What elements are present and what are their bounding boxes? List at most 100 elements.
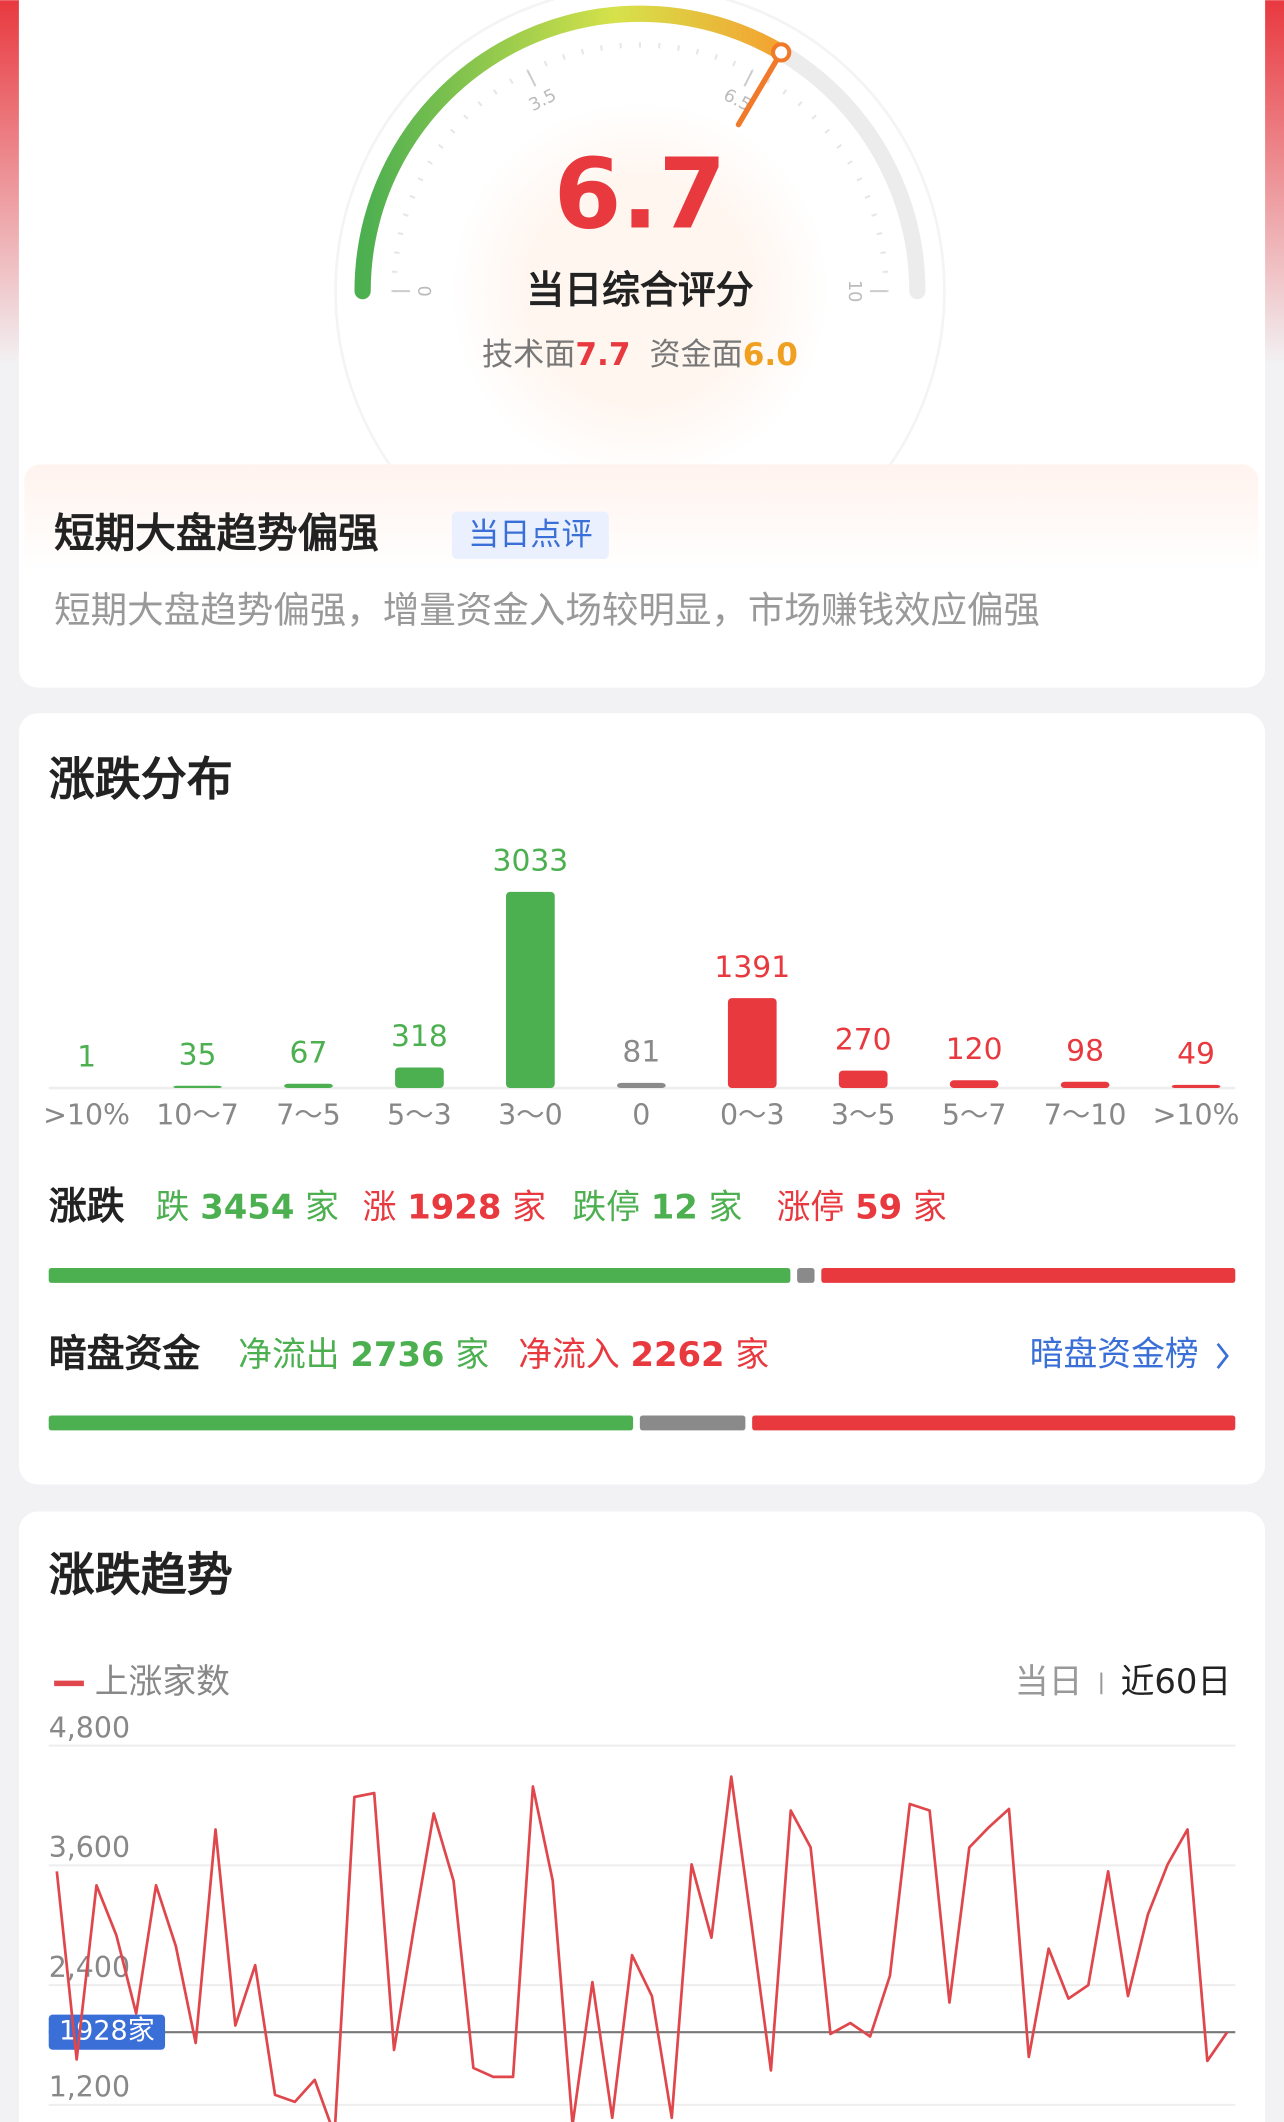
bar (1060, 1081, 1110, 1089)
trend-card (18, 1511, 1266, 2122)
bar (284, 1083, 333, 1089)
ratio-segment (821, 1268, 1236, 1283)
gauge-dot (847, 160, 853, 165)
gauge-dot (393, 251, 400, 255)
bar-value: 270 (835, 1022, 892, 1057)
x-tick-label: 7～10 (1044, 1098, 1127, 1131)
bar-value: 35 (179, 1038, 217, 1073)
bar-value: 1391 (714, 950, 790, 985)
stat-item: 涨停 59 家 (777, 1187, 947, 1226)
gauge-marker (771, 42, 792, 63)
dark-pool-link[interactable]: 暗盘资金榜 (1030, 1334, 1199, 1373)
x-tick-label: 7～5 (276, 1098, 341, 1131)
stat-value: 1928 (407, 1187, 501, 1226)
row-label: 涨跌 (49, 1184, 125, 1228)
chart-title: 涨跌分布 (49, 752, 233, 806)
score-title: 当日综合评分 (526, 268, 753, 312)
side-decor (0, 0, 19, 366)
gauge-dot (880, 251, 887, 255)
bar (616, 1082, 666, 1089)
review-text: 短期大盘趋势偏强，增量资金入场较明显，市场赚钱效应偏强 (54, 588, 1040, 631)
review-title: 短期大盘趋势偏强 (54, 509, 379, 557)
gauge-dot (427, 160, 433, 165)
stat-item: 涨 1928 家 (363, 1187, 546, 1226)
stat-unit: 家 (512, 1187, 546, 1226)
x-tick-label: 5～3 (387, 1098, 452, 1131)
gauge-tick-label: 10 (844, 280, 864, 302)
ratio-segment (752, 1415, 1236, 1431)
gauge-dot (871, 213, 878, 217)
bar-value: 81 (622, 1035, 660, 1070)
stat-value: 3454 (200, 1187, 294, 1226)
stat-unit: 家 (709, 1187, 743, 1226)
gauge-dot (836, 143, 842, 149)
gauge-dot (695, 48, 700, 55)
stat-label: 涨 (363, 1187, 397, 1226)
ratio-segment (639, 1415, 746, 1431)
gauge-dot (766, 78, 771, 85)
gauge-dot (417, 177, 424, 182)
stat-unit: 家 (735, 1334, 769, 1373)
gauge-dot (437, 143, 444, 149)
sub-score-value: 7.7 (575, 337, 630, 373)
stat-item: 净流入 2262 家 (518, 1334, 769, 1373)
gauge-dot (714, 54, 718, 60)
stat-label: 涨停 (777, 1187, 845, 1226)
bar-value: 1 (77, 1040, 96, 1075)
x-tick-label: 0 (632, 1098, 650, 1131)
gauge-dot (600, 45, 603, 51)
bar (173, 1085, 222, 1089)
ratio-segment (797, 1268, 815, 1283)
bar (395, 1067, 444, 1089)
gauge-dot (409, 194, 416, 199)
bar-value: 49 (1177, 1037, 1215, 1072)
chart-title: 涨跌趋势 (49, 1547, 233, 1601)
gauge-dot (543, 60, 548, 67)
stat-unit: 家 (305, 1187, 339, 1226)
gauge-dot (580, 48, 585, 55)
stat-item: 跌 3454 家 (156, 1187, 339, 1226)
bar-value: 120 (946, 1032, 1003, 1067)
sub-score-label: 资金面 (649, 337, 742, 373)
score-value: 6.7 (554, 137, 727, 250)
y-tick-label: 1,200 (49, 2071, 130, 2104)
y-tick-label: 4,800 (49, 1711, 130, 1744)
side-decor (1265, 0, 1284, 366)
gauge-dot (450, 128, 456, 134)
stat-label: 跌停 (572, 1187, 640, 1226)
y-tick-label: 3,600 (49, 1831, 130, 1864)
gauge-dot (477, 101, 483, 107)
ratio-segment (48, 1415, 634, 1431)
gauge-dot (562, 54, 566, 60)
stat-unit: 家 (455, 1334, 489, 1373)
bar-value: 67 (290, 1035, 328, 1070)
gauge-glow (450, 101, 830, 481)
stat-value: 2736 (350, 1334, 444, 1373)
review-tag-bg (451, 511, 609, 560)
bar (949, 1080, 999, 1089)
gauge-tick (743, 70, 754, 87)
ratio-segment (48, 1268, 791, 1283)
gauge-tick (526, 70, 537, 87)
gauge-dot (509, 78, 514, 85)
legend-label: 上涨家数 (95, 1662, 230, 1701)
gauge-dot (732, 60, 737, 67)
gauge-dot (864, 194, 871, 199)
row-label: 暗盘资金 (49, 1331, 201, 1375)
gauge-dot (797, 101, 803, 107)
review-bg (24, 464, 1259, 681)
gauge-dot (811, 114, 817, 120)
series-line (55, 1775, 1229, 2122)
stat-label: 净流入 (518, 1334, 619, 1373)
stat-value: 12 (651, 1187, 698, 1226)
gauge-dot (824, 128, 830, 134)
range-option[interactable]: 近60日 (1121, 1662, 1232, 1701)
sub-score-value: 6.0 (743, 337, 798, 373)
gauge-tick-label: 0 (416, 286, 436, 297)
stat-value: 59 (855, 1187, 902, 1226)
x-tick-label: 5～7 (942, 1098, 1007, 1131)
bar-value: 318 (391, 1019, 448, 1054)
range-option[interactable]: 当日 (1015, 1662, 1083, 1701)
